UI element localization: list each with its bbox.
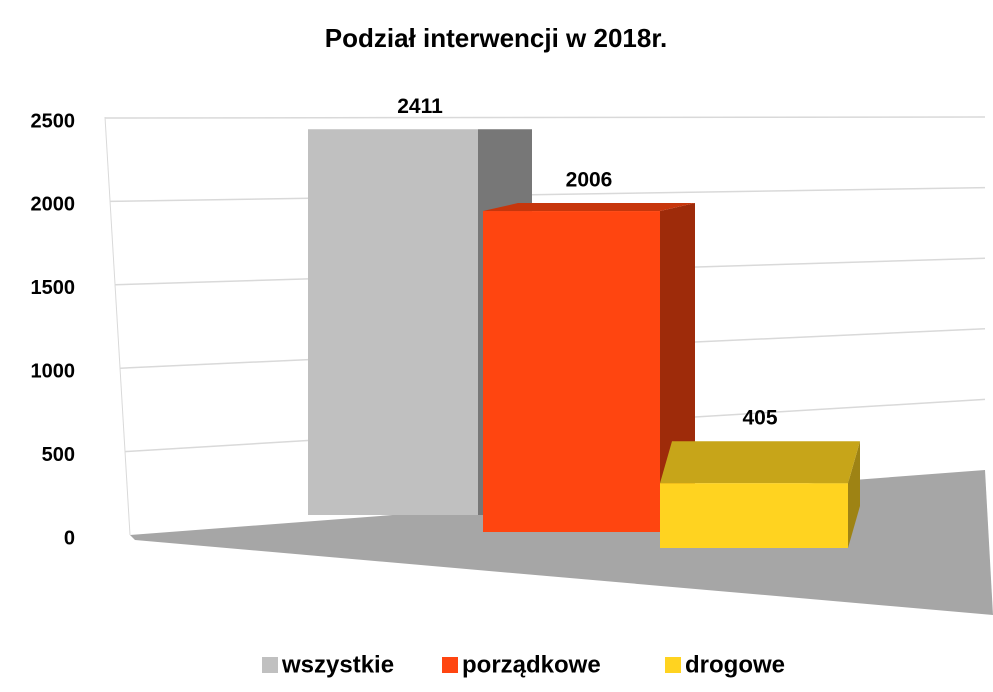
- bar-side: [848, 441, 860, 548]
- grid-line: [104, 116, 986, 119]
- bar: [308, 129, 478, 516]
- legend-label: drogowe: [685, 651, 785, 678]
- bar-top: [483, 203, 695, 212]
- data-label: 405: [742, 407, 777, 430]
- data-label: 2411: [397, 95, 443, 118]
- bar-top: [660, 441, 860, 484]
- legend-label: wszystkie: [281, 651, 394, 678]
- y-tick-label: 2500: [31, 110, 76, 132]
- bar: [660, 483, 848, 548]
- chart-title: Podział interwencji w 2018r.: [325, 23, 667, 53]
- y-tick-label: 1500: [31, 277, 76, 299]
- y-tick-label: 2000: [31, 194, 76, 216]
- legend-swatch: [262, 657, 278, 673]
- y-tick-label: 0: [64, 527, 75, 549]
- legend-label: porządkowe: [462, 651, 601, 678]
- legend-swatch: [665, 657, 681, 673]
- y-tick-label: 1000: [31, 360, 76, 382]
- y-tick-label: 500: [42, 444, 75, 466]
- bar: [483, 211, 660, 533]
- grid-line: [109, 186, 986, 203]
- left-wall-edge: [104, 116, 131, 536]
- data-label: 2006: [566, 169, 613, 192]
- legend-swatch: [442, 657, 458, 673]
